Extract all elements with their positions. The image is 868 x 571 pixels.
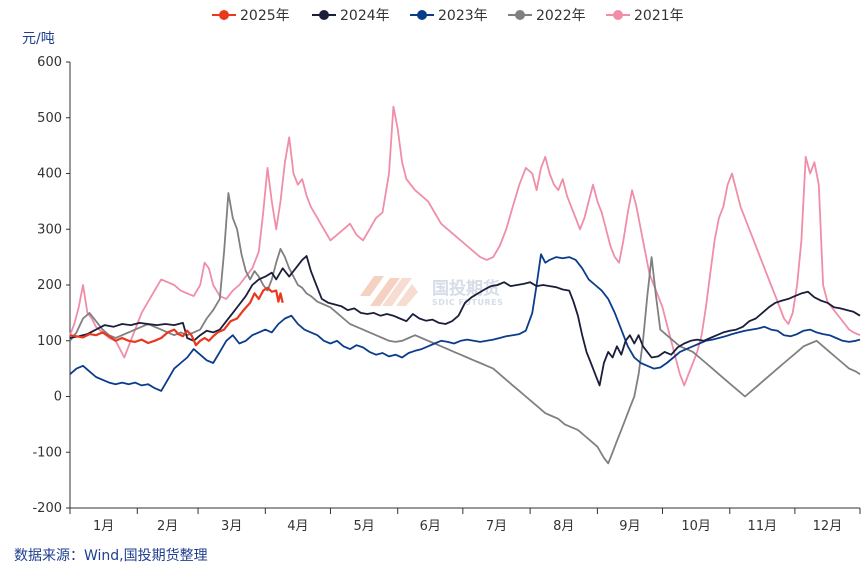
axes: -200 -100 0 100 200 300 400 500 600 1月 2月 3月 4月 5月 6月 7… — [32, 55, 861, 534]
watermark-logo-icon — [360, 276, 418, 306]
y-tick-label: 200 — [37, 278, 62, 293]
y-unit-label: 元/吨 — [22, 31, 55, 47]
legend-item-2021[interactable]: 2021年 — [606, 8, 684, 24]
y-tick-label: -100 — [32, 445, 62, 460]
y-tick-label: 600 — [37, 55, 62, 70]
y-tick-label: 300 — [37, 222, 62, 237]
x-tick-label: 10月 — [681, 519, 711, 534]
x-tick-label: 4月 — [287, 519, 308, 534]
y-tick-label: 0 — [54, 390, 62, 405]
legend-item-2024[interactable]: 2024年 — [312, 8, 390, 24]
series-line-2022 — [69, 192, 861, 465]
x-tick-label: 12月 — [813, 519, 843, 534]
legend: 2025年 2024年 2023年 2022年 2021年 — [212, 8, 684, 24]
y-tick-label: 500 — [37, 111, 62, 126]
legend-label: 2025年 — [240, 8, 290, 24]
series-line-2025 — [69, 286, 284, 347]
x-tick-label: 11月 — [748, 519, 778, 534]
x-tick-label: 1月 — [93, 519, 114, 534]
legend-item-2025[interactable]: 2025年 — [212, 8, 290, 24]
watermark-en: SDIC FUTURES — [432, 298, 503, 307]
series-line-2021 — [69, 105, 861, 387]
data-source: 数据来源：Wind,国投期货整理 — [14, 548, 208, 564]
series-group — [69, 105, 861, 465]
legend-label: 2023年 — [438, 8, 488, 24]
legend-item-2023[interactable]: 2023年 — [410, 8, 488, 24]
watermark: 国投期货 SDIC FUTURES — [360, 276, 503, 307]
watermark-cn: 国投期货 — [432, 278, 500, 299]
legend-marker — [515, 10, 525, 20]
y-tick-label: 100 — [37, 334, 62, 349]
x-tick-label: 7月 — [486, 519, 507, 534]
y-tick-label: -200 — [32, 501, 62, 516]
legend-label: 2024年 — [340, 8, 390, 24]
x-tick-label: 9月 — [619, 519, 640, 534]
legend-label: 2022年 — [536, 8, 586, 24]
series-line-2024 — [69, 255, 861, 387]
x-tick-label: 5月 — [353, 519, 374, 534]
legend-item-2022[interactable]: 2022年 — [508, 8, 586, 24]
legend-marker — [319, 10, 329, 20]
x-tick-label: 3月 — [221, 519, 242, 534]
legend-marker — [417, 10, 427, 20]
legend-label: 2021年 — [634, 8, 684, 24]
y-tick-label: 400 — [37, 167, 62, 182]
legend-marker — [219, 10, 229, 20]
x-tick-label: 6月 — [420, 519, 441, 534]
series-line-2023 — [69, 253, 861, 392]
x-tick-label: 8月 — [553, 519, 574, 534]
x-tick-label: 2月 — [157, 519, 178, 534]
legend-marker — [613, 10, 623, 20]
